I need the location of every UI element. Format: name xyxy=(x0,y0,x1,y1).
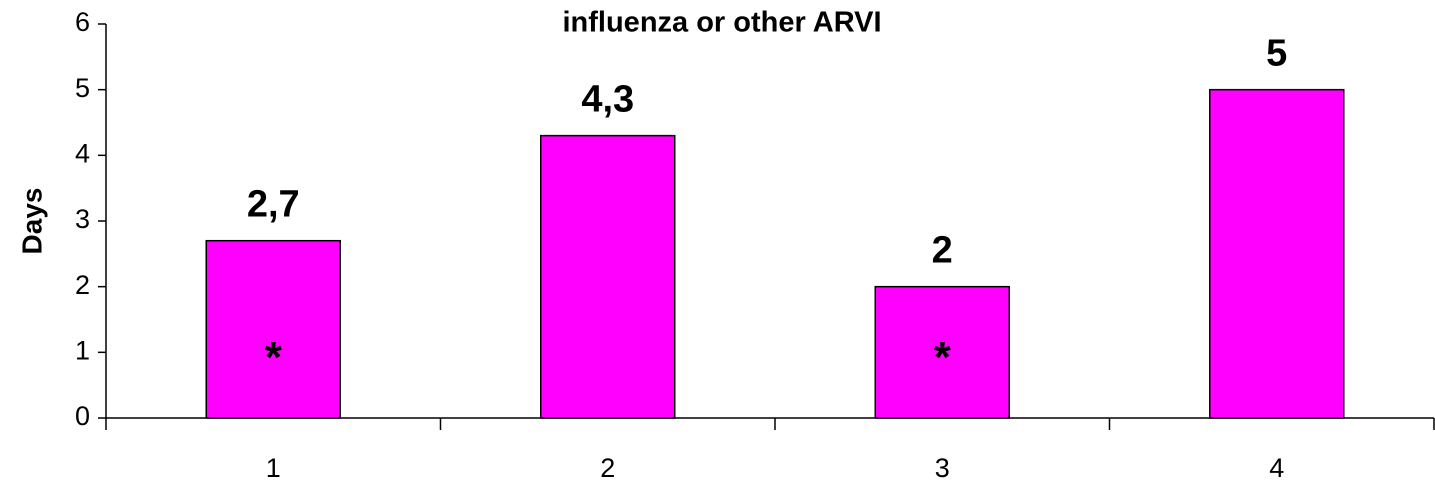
y-axis-label: Days xyxy=(16,188,47,255)
bar-annotation: * xyxy=(265,333,283,382)
bar-annotation: * xyxy=(934,333,952,382)
chart-title: influenza or other ARVI xyxy=(562,7,881,39)
value-label: 2 xyxy=(932,230,953,272)
y-tick-label: 3 xyxy=(75,204,90,234)
bar xyxy=(205,239,341,419)
y-tick-label: 0 xyxy=(75,401,90,431)
value-label: 4,3 xyxy=(581,79,634,121)
x-tick-label: 1 xyxy=(266,453,281,483)
bar xyxy=(540,134,676,419)
y-tick-label: 4 xyxy=(75,138,90,168)
x-tick-label: 3 xyxy=(935,453,950,483)
y-tick-label: 5 xyxy=(75,73,90,103)
x-tick-label: 2 xyxy=(600,453,615,483)
x-tick-label: 4 xyxy=(1269,453,1284,483)
y-tick-label: 2 xyxy=(75,270,90,300)
bar xyxy=(874,285,1010,419)
y-tick-label: 6 xyxy=(75,7,90,37)
bar xyxy=(1209,88,1345,419)
y-tick-label: 1 xyxy=(75,335,90,365)
value-label: 5 xyxy=(1266,33,1287,75)
value-label: 2,7 xyxy=(247,184,300,226)
